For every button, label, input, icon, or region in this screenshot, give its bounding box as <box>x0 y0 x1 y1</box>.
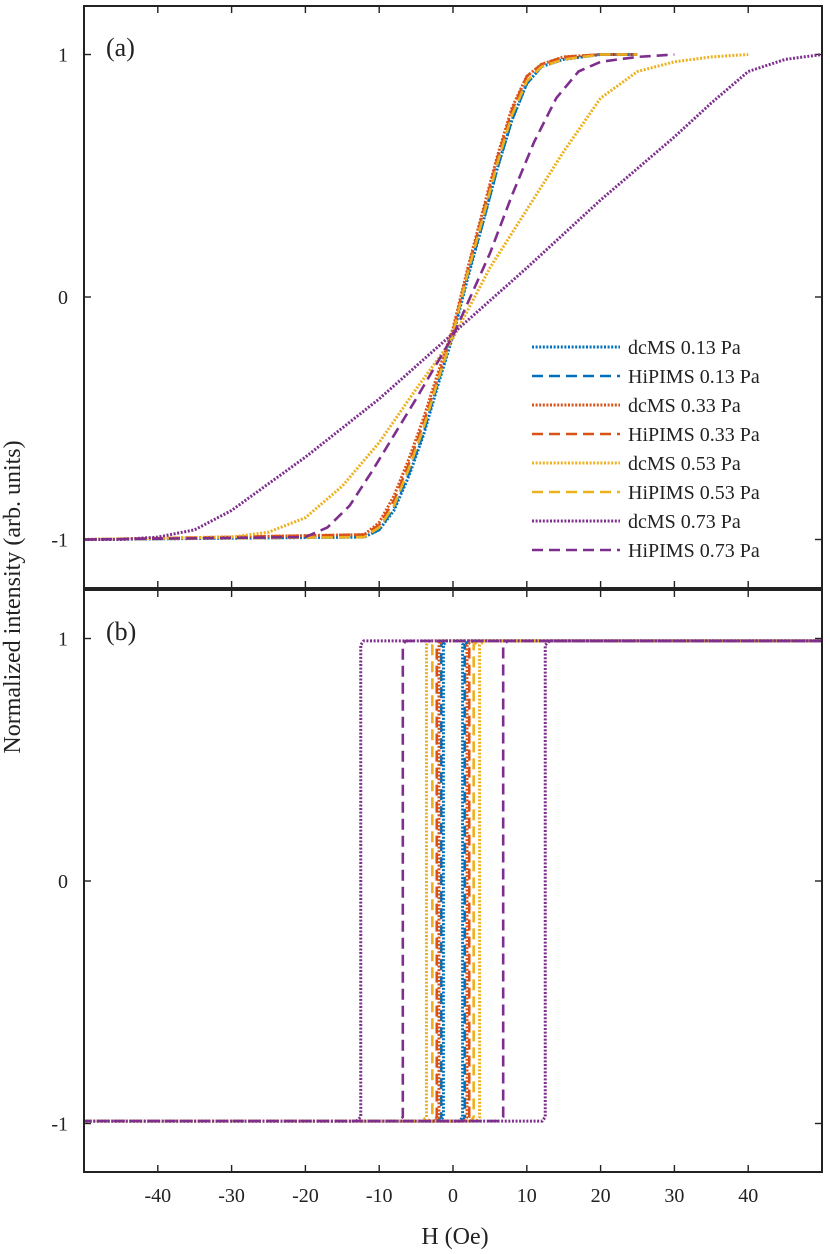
series-line <box>84 639 822 1123</box>
x-tick-label: 20 <box>591 1185 611 1207</box>
series-line <box>84 639 822 1123</box>
x-tick-label: -40 <box>144 1185 171 1207</box>
series-line <box>84 53 638 541</box>
y-tick-label: -1 <box>51 1114 68 1136</box>
legend: dcMS 0.13 Pa HiPIMS 0.13 Pa dcMS 0.33 Pa Hi… <box>532 337 760 562</box>
series-line <box>84 53 638 541</box>
series-line <box>84 53 638 541</box>
x-tick-label: 10 <box>517 1185 537 1207</box>
x-tick-label: -20 <box>292 1185 319 1207</box>
y-tick-label: 1 <box>58 45 68 67</box>
series-line <box>84 53 675 541</box>
panel-label: (b) <box>106 617 136 646</box>
plot-frame <box>83 5 823 589</box>
y-tick-label: 1 <box>58 629 68 651</box>
series-line <box>84 639 822 1123</box>
legend-entry: dcMS 0.33 Pa <box>628 395 741 417</box>
series-line <box>84 639 822 1123</box>
legend-entry: dcMS 0.13 Pa <box>628 337 741 359</box>
plot-frame <box>83 589 823 1173</box>
x-tick-label: 40 <box>738 1185 758 1207</box>
x-tick-label: -10 <box>366 1185 393 1207</box>
legend-entry: dcMS 0.53 Pa <box>628 453 741 475</box>
legend-entry: HiPIMS 0.33 Pa <box>628 424 760 446</box>
series-line <box>84 639 822 1123</box>
series-line <box>84 639 822 1123</box>
y-axis-label: Normalized intensity (arb. units) <box>0 440 26 753</box>
x-tick-label: 30 <box>664 1185 684 1207</box>
x-axis-label: H (Oe) <box>421 1224 488 1250</box>
y-tick-label: 0 <box>58 871 68 893</box>
series-line <box>84 53 638 541</box>
legend-entry: dcMS 0.73 Pa <box>628 511 741 533</box>
legend-entry: HiPIMS 0.13 Pa <box>628 366 760 388</box>
series-line <box>84 53 749 541</box>
legend-entry: HiPIMS 0.73 Pa <box>628 540 760 562</box>
series-line <box>84 53 638 541</box>
legend-entry: HiPIMS 0.53 Pa <box>628 482 760 504</box>
x-tick-label: 0 <box>448 1185 458 1207</box>
series-line <box>84 639 822 1123</box>
series-line <box>84 639 822 1123</box>
panel-b: -40 -30 -20 -10 0 10 20 30 40-101 (b) <box>51 589 823 1207</box>
panel-label: (a) <box>106 33 135 62</box>
x-tick-label: -30 <box>218 1185 245 1207</box>
y-tick-label: 0 <box>58 287 68 309</box>
y-tick-label: -1 <box>51 530 68 552</box>
